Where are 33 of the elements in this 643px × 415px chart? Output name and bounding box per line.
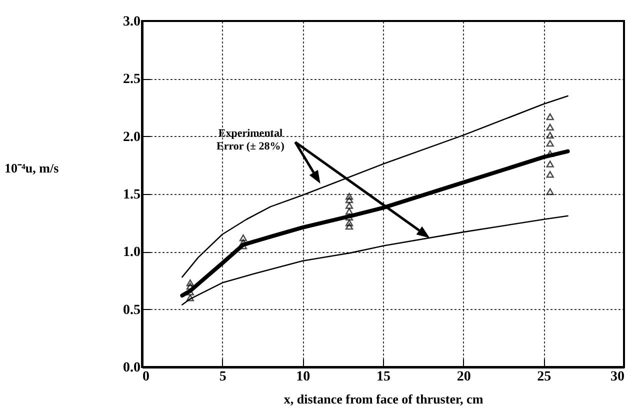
point xyxy=(345,222,354,230)
point xyxy=(345,192,354,200)
y-tick-label: 0.5 xyxy=(123,302,140,318)
point xyxy=(546,160,554,168)
y-tick-label: 3.0 xyxy=(123,14,140,30)
y-axis-title: 10⁻⁴u, m/s xyxy=(4,160,59,176)
x-tick-label: 30 xyxy=(610,370,624,384)
y-tick-label: 2.0 xyxy=(123,130,140,145)
point xyxy=(345,208,354,215)
y-tick-label: 1.0 xyxy=(123,245,140,260)
x-tick-label: 25 xyxy=(537,370,552,384)
point xyxy=(345,202,354,209)
point xyxy=(546,132,554,139)
point xyxy=(345,219,354,226)
y-tick-label: 1.5 xyxy=(123,188,140,202)
point xyxy=(546,124,554,130)
point xyxy=(546,171,554,178)
x-tick-label: 20 xyxy=(456,370,471,384)
point xyxy=(345,196,354,204)
point xyxy=(546,113,554,120)
point xyxy=(186,294,194,302)
point xyxy=(546,140,554,147)
x-tick-label: 0 xyxy=(142,370,150,384)
x-tick-label: 10 xyxy=(296,370,310,384)
x-tick-label: 15 xyxy=(376,370,390,384)
x-tick-label: 5 xyxy=(219,370,226,384)
point xyxy=(546,188,554,196)
x-axis-title: x, distance from face of thruster, cm xyxy=(284,392,484,406)
y-tick-label: 0.0 xyxy=(123,360,140,376)
y-tick-label: 2.5 xyxy=(123,72,140,88)
point xyxy=(186,279,194,286)
point xyxy=(239,234,248,242)
annotation: Experimental Error (± 28%) xyxy=(216,128,285,153)
